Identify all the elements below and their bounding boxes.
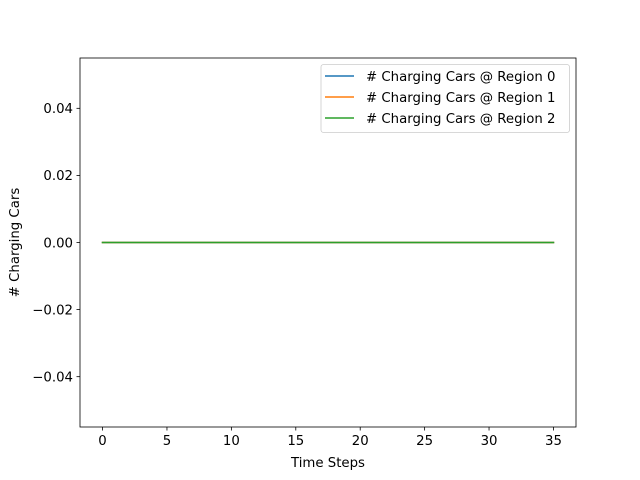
legend: # Charging Cars @ Region 0 # Charging Car… [320, 64, 570, 133]
x-tick-label: 0 [98, 434, 106, 449]
y-tick-label: 0.00 [43, 236, 73, 251]
x-tick-label: 35 [545, 434, 562, 449]
x-tick-label: 15 [287, 434, 304, 449]
y-tick-label: −0.02 [32, 303, 73, 318]
legend-label-region-0: # Charging Cars @ Region 0 [366, 70, 555, 85]
y-axis-label: # Charging Cars [8, 188, 23, 298]
legend-label-region-1: # Charging Cars @ Region 1 [366, 91, 555, 106]
x-tick-label: 10 [223, 434, 240, 449]
x-axis-label: Time Steps [290, 456, 365, 471]
y-axis-ticks: −0.04 −0.02 0.00 0.02 0.04 [32, 102, 80, 385]
x-tick-label: 5 [163, 434, 171, 449]
y-tick-label: 0.04 [43, 102, 73, 117]
x-axis-ticks: 0 5 10 15 20 25 30 35 [98, 427, 562, 449]
x-tick-label: 20 [352, 434, 369, 449]
legend-label-region-2: # Charging Cars @ Region 2 [366, 112, 555, 127]
legend-frame [320, 64, 570, 133]
y-tick-label: 0.02 [43, 169, 73, 184]
x-tick-label: 25 [416, 434, 433, 449]
y-tick-label: −0.04 [32, 370, 73, 385]
x-tick-label: 30 [481, 434, 498, 449]
